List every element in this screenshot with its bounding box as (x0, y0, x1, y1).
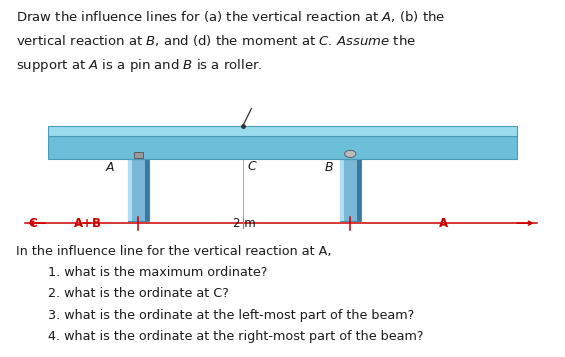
Bar (128, 159, 132, 221)
Text: Draw the influence lines for (a) the vertical reaction at $\it{A}$, (b) the: Draw the influence lines for (a) the ver… (16, 9, 445, 24)
Text: 2 m: 2 m (233, 217, 256, 230)
Circle shape (345, 150, 356, 157)
Text: $C$: $C$ (247, 160, 258, 172)
Text: 2. what is the ordinate at C?: 2. what is the ordinate at C? (16, 287, 229, 300)
Text: A: A (439, 217, 448, 230)
Bar (357, 159, 361, 221)
Text: A+B: A+B (73, 217, 102, 230)
Text: C: C (28, 217, 37, 230)
Bar (128, 159, 149, 221)
Bar (48, 126, 517, 136)
Text: 1. what is the maximum ordinate?: 1. what is the maximum ordinate? (16, 266, 267, 279)
Text: 4. what is the ordinate at the right-most part of the beam?: 4. what is the ordinate at the right-mos… (16, 330, 423, 343)
Text: $A$: $A$ (106, 161, 116, 174)
Text: support at $\it{A}$ is a pin and $\it{B}$ is a roller.: support at $\it{A}$ is a pin and $\it{B}… (16, 57, 262, 75)
Text: 3. what is the ordinate at the left-most part of the beam?: 3. what is the ordinate at the left-most… (16, 309, 414, 322)
Text: vertical reaction at $\it{B}$, and (d) the moment at $\it{C}$. $\it{Assume}$ the: vertical reaction at $\it{B}$, and (d) t… (16, 33, 416, 48)
Bar (340, 159, 361, 221)
Text: In the influence line for the vertical reaction at A,: In the influence line for the vertical r… (16, 245, 331, 257)
Bar (134, 152, 143, 158)
Bar (145, 159, 149, 221)
Bar (48, 136, 517, 159)
Text: $B$: $B$ (324, 161, 333, 174)
Bar (340, 159, 344, 221)
